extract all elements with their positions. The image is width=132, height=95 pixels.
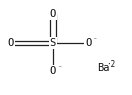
Text: O: O (7, 38, 14, 48)
Text: ·2: ·2 (106, 60, 115, 69)
Text: S: S (50, 38, 56, 48)
Text: O: O (50, 66, 56, 76)
Text: O: O (50, 9, 56, 19)
Text: O: O (85, 38, 92, 48)
Text: ⁻: ⁻ (93, 35, 98, 44)
Text: Ba: Ba (97, 63, 109, 73)
Text: ⁻: ⁻ (58, 63, 62, 72)
